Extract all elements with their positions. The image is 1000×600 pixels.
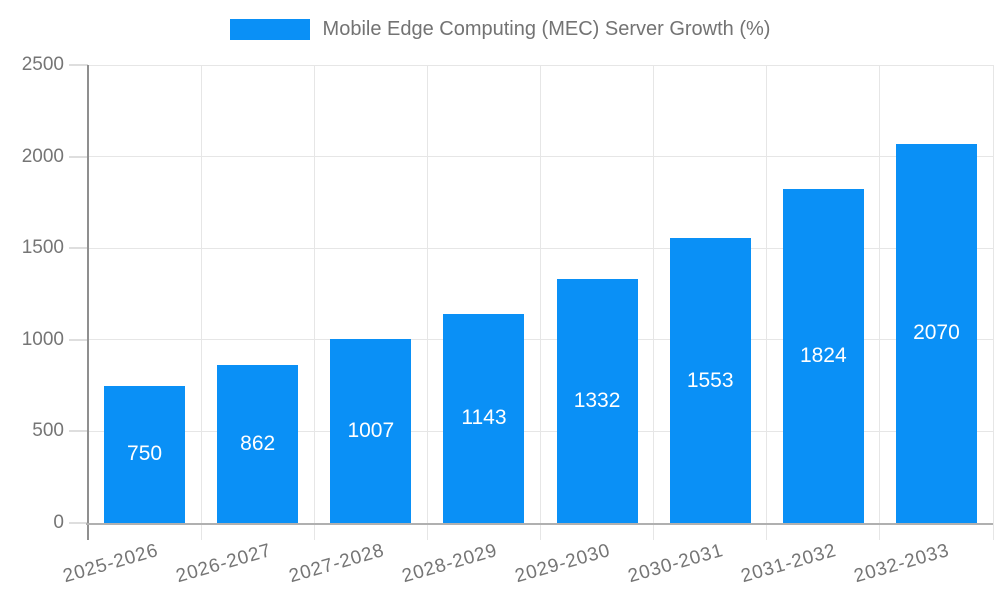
bar-value-label: 2070 <box>913 321 960 345</box>
x-gridline <box>313 65 315 540</box>
bar[interactable]: 1143 <box>443 313 525 523</box>
x-gridline <box>540 65 541 540</box>
bar[interactable]: 1824 <box>782 188 864 523</box>
x-gridline <box>200 65 202 540</box>
bar[interactable]: 1332 <box>556 278 638 523</box>
bar[interactable]: 1007 <box>330 338 412 523</box>
x-gridline <box>653 65 655 540</box>
bar-value-label: 750 <box>127 442 163 466</box>
y-axis-tick <box>69 247 88 250</box>
legend-label: Mobile Edge Computing (MEC) Server Growt… <box>322 18 771 40</box>
bar-value-label: 1824 <box>799 343 847 367</box>
bar[interactable]: 2070 <box>895 143 977 523</box>
bar[interactable]: 1553 <box>669 238 751 523</box>
legend-swatch-icon <box>229 18 310 40</box>
y-axis-tick-label: 1500 <box>21 237 64 259</box>
y-axis-tick <box>69 155 88 158</box>
y-axis-tick-label: 0 <box>53 512 64 533</box>
bar-value-label: 1007 <box>347 418 395 442</box>
x-gridline <box>426 65 428 540</box>
y-axis-tick-label: 500 <box>32 420 64 442</box>
bar-value-label: 1332 <box>573 388 621 412</box>
legend[interactable]: Mobile Edge Computing (MEC) Server Growt… <box>0 16 1000 42</box>
x-axis-line <box>86 523 993 525</box>
y-axis-line <box>87 65 89 540</box>
bar-value-label: 862 <box>240 432 276 456</box>
bar[interactable]: 862 <box>217 365 299 523</box>
x-gridline <box>879 65 881 540</box>
y-axis-tick-label: 2000 <box>21 145 64 167</box>
bar-value-label: 1553 <box>686 368 734 392</box>
bar-value-label: 1143 <box>461 406 507 430</box>
y-axis-tick <box>69 338 88 341</box>
x-gridline <box>766 65 768 540</box>
y-axis-tick <box>69 430 88 433</box>
x-gridline <box>992 65 994 540</box>
y-axis-tick <box>69 522 88 524</box>
y-axis-tick-label: 1000 <box>21 328 64 350</box>
y-axis-tick-label: 2500 <box>21 54 64 75</box>
bar[interactable]: 750 <box>104 385 186 523</box>
y-axis-tick <box>69 64 88 66</box>
